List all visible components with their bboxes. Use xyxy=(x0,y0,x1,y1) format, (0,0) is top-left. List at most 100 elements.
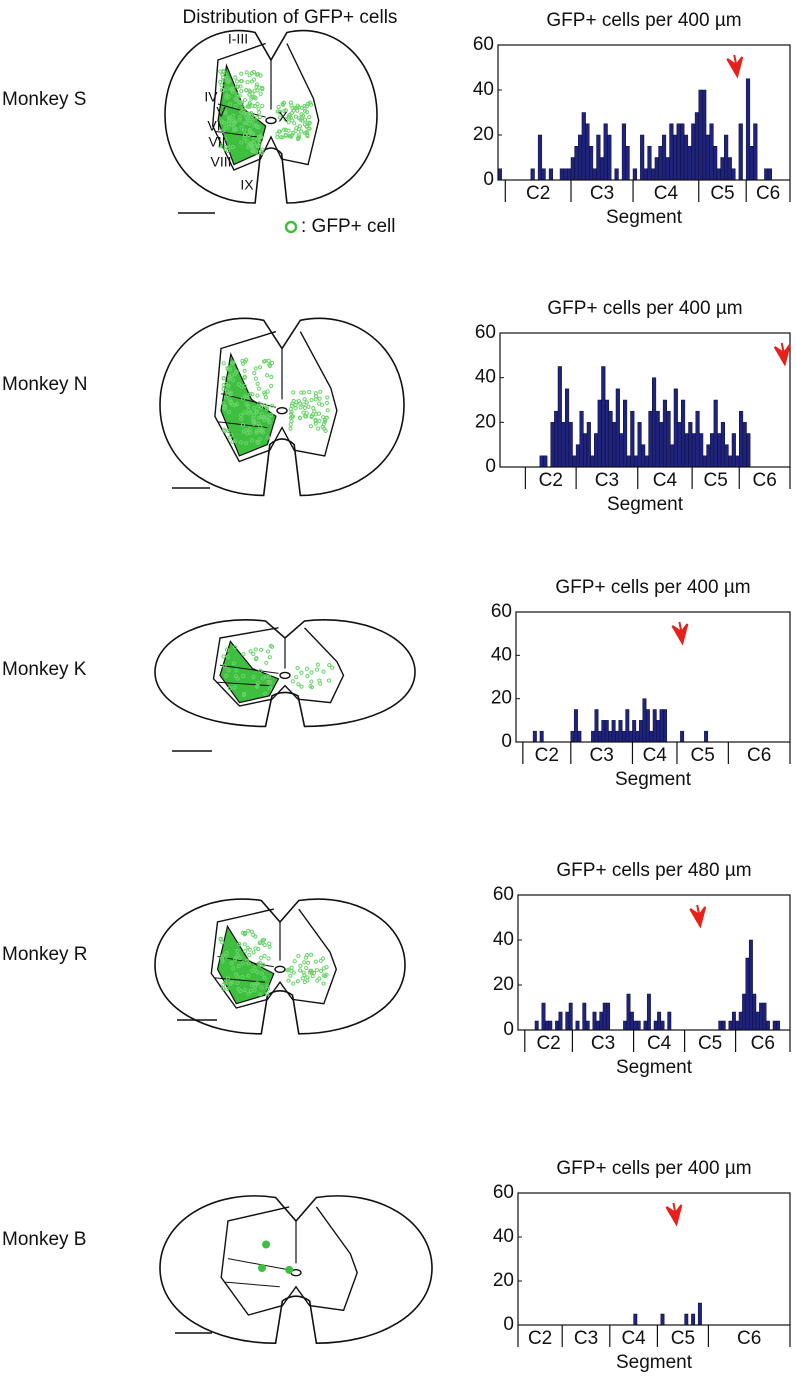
gfp-cell-dot xyxy=(224,673,229,679)
bar xyxy=(724,134,729,181)
bar xyxy=(541,1002,546,1031)
y-tick-label: 0 xyxy=(483,169,494,190)
gfp-cell-dot xyxy=(258,405,264,410)
gfp-cell-dot xyxy=(287,112,292,118)
bar xyxy=(554,410,559,468)
gfp-cell-dot xyxy=(244,357,249,362)
gfp-cell-dot xyxy=(251,413,256,418)
bar xyxy=(591,730,596,743)
gfp-cell-dot xyxy=(244,139,249,144)
gfp-cell-dot xyxy=(227,376,232,381)
gfp-cell-dot xyxy=(252,95,257,100)
bar xyxy=(698,89,703,181)
gfp-cell-dot xyxy=(218,79,223,84)
arrow xyxy=(689,904,707,929)
gfp-cell-dot xyxy=(231,378,236,383)
bar xyxy=(565,388,570,468)
bar xyxy=(574,146,579,181)
gfp-cell-dot xyxy=(321,421,327,426)
gfp-cell-dot xyxy=(262,417,267,422)
gfp-cell-dot xyxy=(236,963,241,969)
gfp-cell-dot xyxy=(242,135,247,141)
gfp-cell-dot xyxy=(296,136,301,142)
bar xyxy=(745,78,751,181)
gfp-cell-dot xyxy=(275,131,280,137)
gfp-cell-dot xyxy=(313,391,319,396)
bar xyxy=(543,455,548,468)
bar xyxy=(762,1002,767,1031)
gfp-cell-dot xyxy=(251,137,256,142)
bar xyxy=(625,146,630,181)
bar xyxy=(735,1020,740,1031)
segment-label: C2 xyxy=(535,745,559,766)
gfp-cell-dot xyxy=(301,402,306,407)
lamina-label: V xyxy=(216,104,226,120)
gfp-cell-dot xyxy=(304,131,309,136)
gfp-cell-dot xyxy=(256,421,261,426)
gfp-cell-dot xyxy=(303,414,308,419)
bar xyxy=(655,410,660,468)
chart-title: GFP+ cells per 400 µm xyxy=(547,298,742,319)
gfp-cell-dot xyxy=(262,415,267,420)
cord-outline xyxy=(154,619,416,728)
bar xyxy=(731,433,736,468)
bar xyxy=(669,123,674,181)
segment-label: C3 xyxy=(595,470,619,491)
bar xyxy=(660,1313,665,1326)
gfp-cell-dot xyxy=(263,358,268,364)
gfp-cell-dot xyxy=(252,405,257,410)
gfp-cell-dot xyxy=(247,100,252,106)
gfp-cell-dot xyxy=(218,69,223,74)
bar xyxy=(713,146,718,181)
gfp-cell-dot xyxy=(221,382,226,388)
y-tick-label: 60 xyxy=(473,34,494,55)
gfp-cell-dot xyxy=(220,940,225,945)
gfp-cell-dot xyxy=(288,426,293,431)
gfp-cell-dot xyxy=(251,123,256,128)
bar xyxy=(579,410,584,468)
gfp-cell-dot xyxy=(221,120,227,126)
gfp-cell-dot xyxy=(244,120,249,126)
bar xyxy=(597,730,602,743)
gfp-cell-dot xyxy=(219,88,225,93)
gfp-cell-dot xyxy=(265,389,270,394)
bar xyxy=(570,157,575,181)
gfp-cell-dot xyxy=(290,679,295,684)
bar xyxy=(621,123,626,181)
gfp-cell-dot xyxy=(249,982,255,988)
gfp-cell-dot xyxy=(287,115,292,120)
gfp-cell-dot xyxy=(247,947,252,952)
gfp-cell-dot xyxy=(258,955,264,960)
gfp-cell-dot xyxy=(222,979,228,985)
lamina-border xyxy=(217,664,279,687)
segment-label: C3 xyxy=(589,745,613,766)
gfp-cell-dot xyxy=(291,108,296,113)
plot-frame xyxy=(517,894,791,1031)
segment-label: C5 xyxy=(691,745,715,766)
bar xyxy=(630,410,635,468)
gfp-cell-dot xyxy=(253,123,259,128)
bar xyxy=(688,422,693,468)
bar xyxy=(573,709,578,743)
bar xyxy=(699,433,704,468)
gfp-cell-dot xyxy=(283,133,289,138)
gfp-cell-dot xyxy=(317,396,322,401)
bar xyxy=(702,89,707,181)
gfp-cell-dot xyxy=(265,649,271,654)
gfp-cell-dot xyxy=(318,389,323,394)
gfp-cell-dot xyxy=(251,651,256,656)
bar xyxy=(767,168,772,181)
gfp-cell-dot xyxy=(256,125,261,130)
gfp-cell-dot xyxy=(262,1240,271,1249)
gfp-cell-dot xyxy=(247,92,252,97)
gray-matter xyxy=(210,908,338,1009)
gfp-cell-dot xyxy=(223,111,228,116)
gfp-cell-dot xyxy=(255,981,260,986)
gfp-cell-dot xyxy=(250,968,255,973)
segment-label: C3 xyxy=(574,1328,598,1349)
bar xyxy=(684,1313,689,1326)
lamina-label: I-III xyxy=(228,31,248,47)
gfp-cell-dot xyxy=(266,435,271,440)
gfp-cell-dot xyxy=(222,406,228,411)
gfp-cell-dot xyxy=(257,401,262,406)
